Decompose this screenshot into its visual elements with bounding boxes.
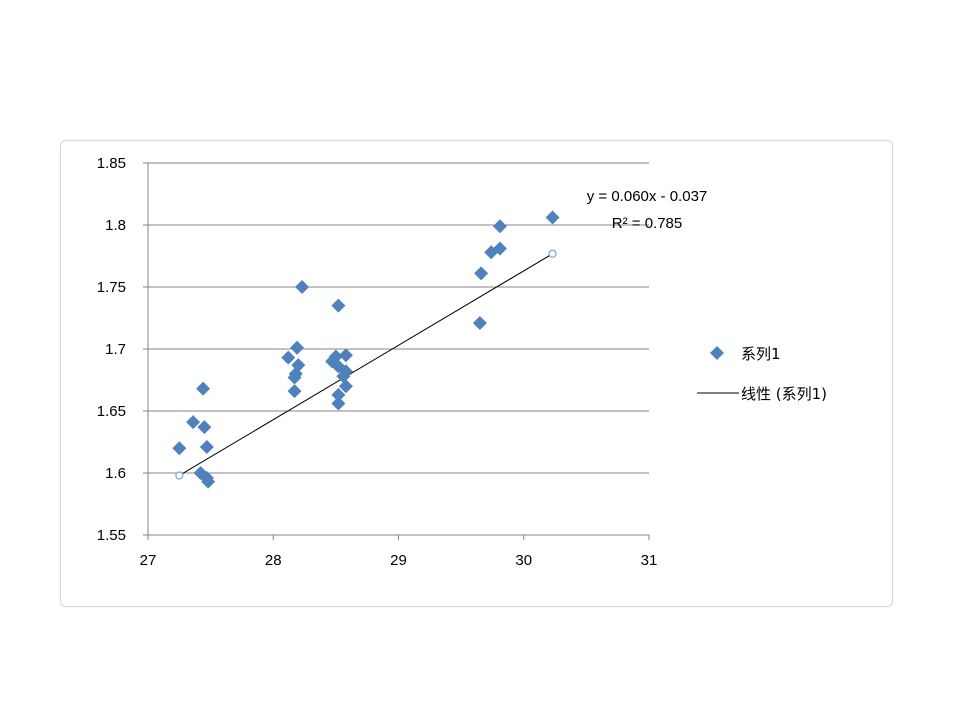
chart-area: 1.55 1.6 1.65 1.7 1.75 1.8 1.85 27 28 29 30 31 y = … bbox=[60, 140, 893, 607]
trendline-r-squared: R² = 0.785 bbox=[612, 215, 682, 232]
data-point bbox=[290, 340, 305, 355]
data-point bbox=[201, 474, 216, 489]
data-point bbox=[338, 379, 353, 394]
data-point bbox=[196, 381, 211, 396]
data-point bbox=[492, 241, 507, 256]
y-tick-label: 1.75 bbox=[97, 279, 126, 296]
legend: 系列1 线性 (系列1) bbox=[697, 345, 827, 403]
data-point bbox=[291, 358, 306, 373]
y-tick-label: 1.85 bbox=[97, 155, 126, 172]
data-point bbox=[199, 439, 214, 454]
data-point bbox=[186, 415, 201, 430]
legend-diamond-marker bbox=[710, 346, 724, 360]
data-point bbox=[281, 350, 296, 365]
data-point bbox=[472, 315, 487, 330]
x-tick-label: 29 bbox=[390, 552, 407, 569]
data-point bbox=[331, 387, 346, 402]
legend-label-series: 系列1 bbox=[741, 345, 781, 363]
trendline-endpoint-marker bbox=[548, 249, 557, 258]
x-tick-label: 27 bbox=[140, 552, 157, 569]
data-point bbox=[474, 266, 489, 281]
data-point bbox=[197, 420, 212, 435]
data-point bbox=[172, 441, 187, 456]
data-point bbox=[331, 298, 346, 313]
data-point bbox=[331, 396, 346, 411]
trendline-layer bbox=[175, 249, 557, 480]
trendline-equation: y = 0.060x - 0.037 bbox=[587, 188, 708, 205]
y-tick-label: 1.8 bbox=[105, 217, 126, 234]
data-point bbox=[287, 384, 302, 399]
x-tick-label: 30 bbox=[515, 552, 532, 569]
y-tick-label: 1.7 bbox=[105, 341, 126, 358]
data-point bbox=[338, 364, 353, 379]
x-tick-label: 28 bbox=[265, 552, 282, 569]
y-tick-label: 1.65 bbox=[97, 403, 126, 420]
axis-ticks: 1.55 1.6 1.65 1.7 1.75 1.8 1.85 27 28 29 30 31 bbox=[97, 155, 658, 569]
x-tick-label: 31 bbox=[641, 552, 658, 569]
trendline-endpoint-marker bbox=[175, 471, 184, 480]
y-tick-label: 1.55 bbox=[97, 527, 126, 544]
gridlines bbox=[148, 162, 649, 474]
trendline bbox=[179, 253, 553, 476]
data-points bbox=[172, 210, 560, 489]
data-point bbox=[338, 348, 353, 363]
data-point bbox=[545, 210, 560, 225]
legend-label-trendline: 线性 (系列1) bbox=[741, 385, 827, 403]
scatter-plot: 1.55 1.6 1.65 1.7 1.75 1.8 1.85 27 28 29 30 31 y = … bbox=[97, 155, 827, 569]
y-tick-label: 1.6 bbox=[105, 465, 126, 482]
data-point bbox=[492, 219, 507, 234]
data-point bbox=[295, 280, 310, 294]
data-point bbox=[328, 349, 343, 364]
